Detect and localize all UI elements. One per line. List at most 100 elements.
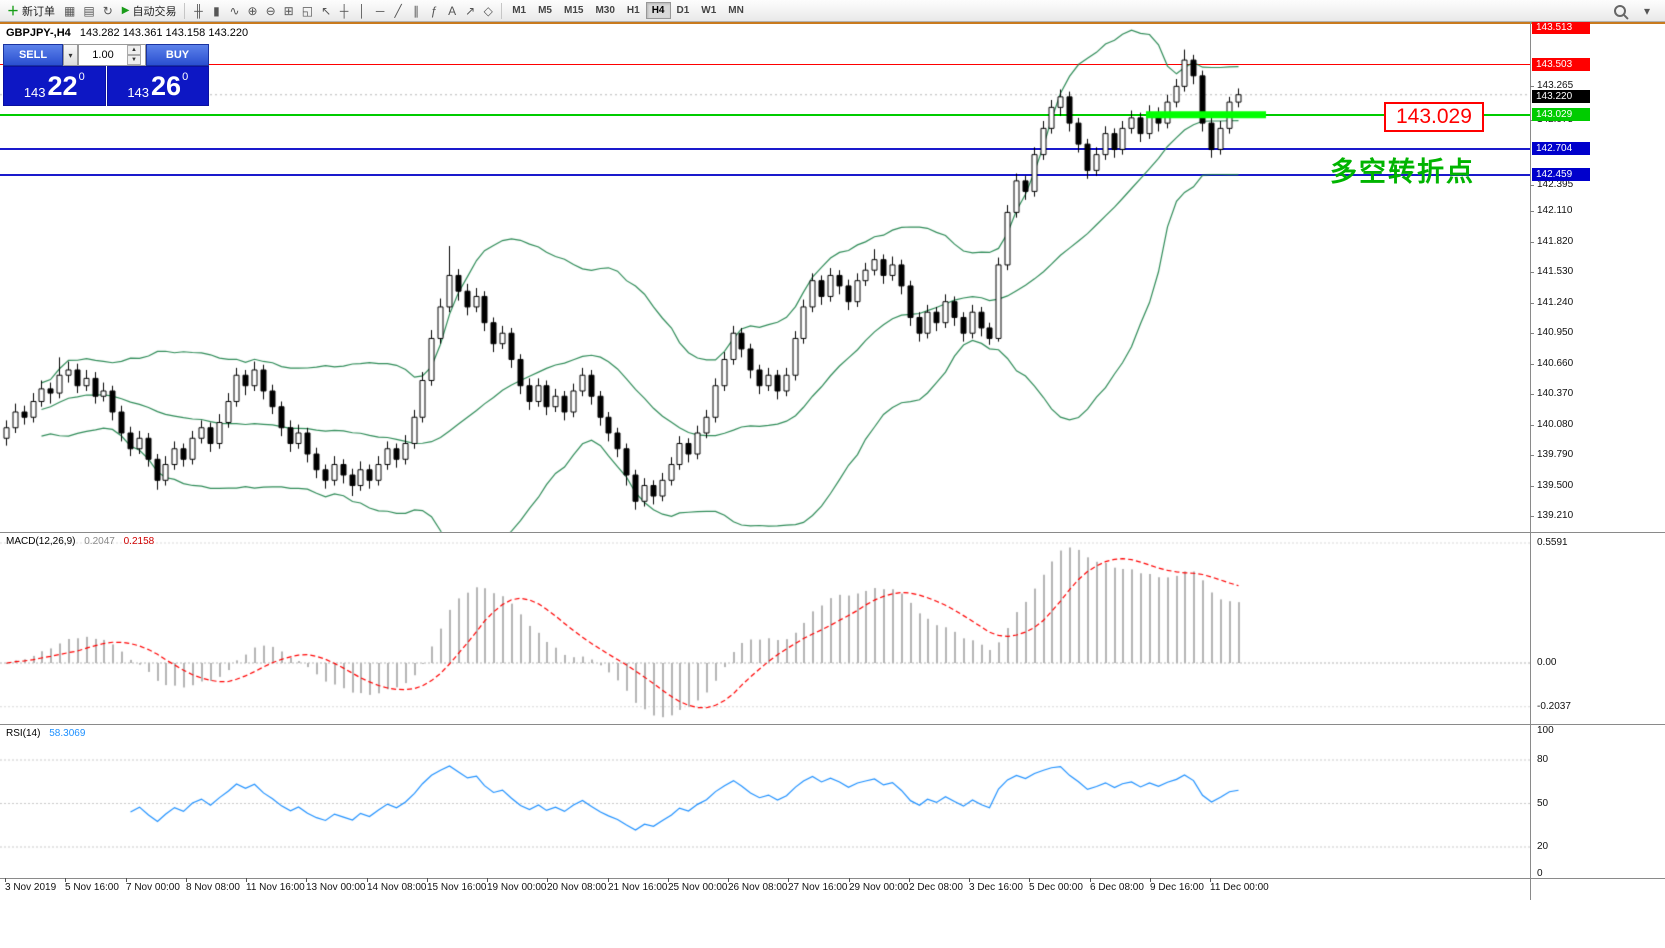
price-axis-tick [1530,242,1534,243]
price-callout-box[interactable]: 143.029 [1384,102,1484,132]
macd-axis-label: 0.5591 [1537,537,1568,548]
price-axis-label: 139.210 [1537,510,1574,521]
new-order-button[interactable]: ＋ 新订单 [3,2,59,20]
shapes-icon-button[interactable]: ◇ [479,2,497,20]
timeframe-m1-button[interactable]: M1 [506,2,532,19]
zoom-out-icon-button[interactable]: ⊖ [262,2,280,20]
price-axis-label: 141.530 [1537,266,1574,277]
cursor-icon-button[interactable]: ↖ [317,2,335,20]
new-order-icon: ＋ [7,4,20,18]
time-axis-tick [909,878,910,882]
autotrading-button[interactable]: ▶ 自动交易 [118,2,181,20]
lot-decrease-button[interactable]: ▼ [127,55,141,65]
shapes-icon: ◇ [483,3,493,18]
time-axis-tick [1029,878,1030,882]
time-axis-label: 9 Dec 16:00 [1150,882,1204,893]
macd-axis-label: -0.2037 [1537,701,1571,712]
search-icon [1614,4,1626,17]
price-axis-tick [1530,185,1534,186]
time-axis-tick [5,878,6,882]
chevron-down-icon: ▾ [1643,3,1651,18]
buy-price-button[interactable]: 143 26 0 [106,66,209,106]
candlestick-chart-icon: ▮ [213,3,220,18]
pinned-price-tag: 143.513 [1532,21,1590,34]
zoom-in-icon: ⊕ [247,3,258,18]
rsi-panel-separator[interactable] [0,724,1665,725]
price-axis-label: 142.395 [1537,179,1574,190]
horizontal-line-icon-button[interactable]: ─ [371,2,389,20]
time-axis-label: 11 Dec 00:00 [1210,882,1269,893]
price-axis-tick [1530,516,1534,517]
time-axis-label: 8 Nov 08:00 [186,882,240,893]
level-price-tag: 143.029 [1532,108,1590,121]
macd-panel-separator[interactable] [0,532,1665,533]
timeframe-h4-button[interactable]: H4 [645,2,671,19]
timeframe-m30-button[interactable]: M30 [589,2,620,19]
time-axis-tick [668,878,669,882]
autotrading-label: 自动交易 [132,5,177,18]
arrows-icon-button[interactable]: ↗ [461,2,479,20]
charts-icon-button[interactable]: ▦ [60,2,79,20]
fibonacci-icon: ƒ [430,3,438,18]
fibonacci-icon-button[interactable]: ƒ [425,2,443,20]
time-axis-label: 19 Nov 00:00 [487,882,547,893]
lot-increase-button[interactable]: ▲ [127,45,141,55]
timeframe-mn-button[interactable]: MN [722,2,750,19]
toolbar-menu-button[interactable]: ▾ [1638,2,1656,20]
bar-chart-icon-button[interactable]: ╫ [189,2,207,20]
timeframe-w1-button[interactable]: W1 [695,2,722,19]
channel-icon: ∥ [413,3,420,18]
lot-dropdown-button[interactable]: ▾ [63,44,78,66]
timeframe-h1-button[interactable]: H1 [621,2,646,19]
trendline-icon-button[interactable]: ╱ [389,2,407,20]
bar-chart-icon: ╫ [194,3,203,18]
rsi-axis-label: 0 [1537,868,1543,879]
text-icon-button[interactable]: A [443,2,461,20]
horizontal-line-icon: ─ [375,3,385,18]
price-axis-tick [1530,425,1534,426]
tile-windows-icon-button[interactable]: ⊞ [280,2,298,20]
candlestick-chart-icon-button[interactable]: ▮ [207,2,225,20]
timeframe-m15-button[interactable]: M15 [558,2,589,19]
time-axis-label: 11 Nov 16:00 [246,882,305,893]
macd-signal-value: 0.2158 [123,536,155,547]
zoom-in-icon-button[interactable]: ⊕ [244,2,262,20]
refresh-icon-button[interactable]: ↻ [99,2,117,20]
cascade-windows-icon: ◱ [301,3,314,18]
time-axis-tick [186,878,187,882]
rsi-axis-label: 50 [1537,798,1549,809]
profiles-icon-button[interactable]: ▤ [79,2,98,20]
buy-button[interactable]: BUY [146,44,209,66]
line-chart-icon-button[interactable]: ∿ [225,2,243,20]
channel-icon-button[interactable]: ∥ [407,2,425,20]
toolbar-separator [184,2,186,19]
time-axis-tick [1150,878,1151,882]
search-button[interactable] [1610,2,1630,20]
vertical-line-icon-button[interactable]: │ [353,2,371,20]
buy-price-sup: 0 [182,71,189,83]
sell-price-button[interactable]: 143 22 0 [3,66,106,106]
time-axis-label: 14 Nov 08:00 [367,882,427,893]
cascade-windows-icon-button[interactable]: ◱ [298,2,317,20]
time-axis-label: 29 Nov 00:00 [849,882,909,893]
time-axis-tick [1210,878,1211,882]
timeframe-m5-button[interactable]: M5 [532,2,558,19]
sell-price-sup: 0 [78,71,85,83]
price-axis-tick [1530,455,1534,456]
time-axis-tick [126,878,127,882]
buy-price-prefix: 143 [127,85,150,100]
time-axis-tick [728,878,729,882]
crosshair-icon-button[interactable]: ┼ [335,2,353,20]
sell-button[interactable]: SELL [3,44,63,66]
time-axis-label: 15 Nov 16:00 [427,882,487,893]
lot-input[interactable] [79,45,127,65]
macd-main-value: 0.2047 [84,536,115,547]
turning-point-annotation[interactable]: 多空转折点 [1330,157,1475,187]
timeframe-d1-button[interactable]: D1 [671,2,696,19]
chart-plot-area[interactable] [0,22,1530,878]
time-axis-label: 2 Dec 08:00 [909,882,963,893]
price-axis-tick [1530,333,1534,334]
sell-price-big: 22 [47,71,78,101]
zoom-out-icon: ⊖ [265,3,276,18]
time-axis-label: 5 Nov 16:00 [65,882,119,893]
